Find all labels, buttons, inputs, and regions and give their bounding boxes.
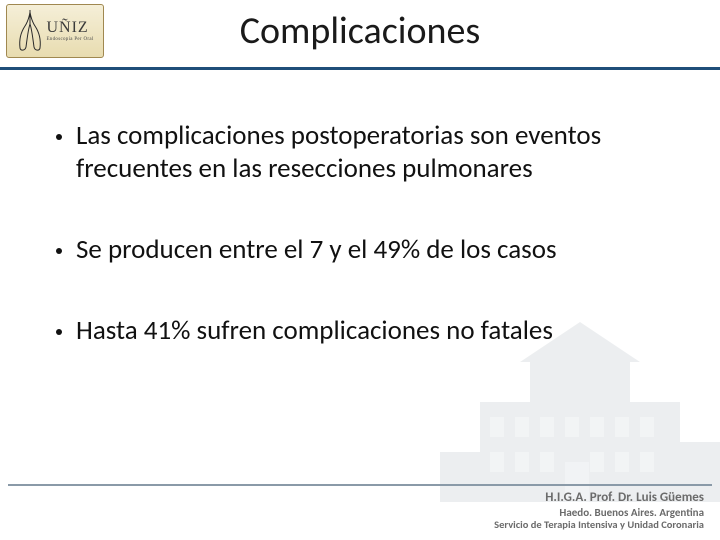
footer-divider — [8, 484, 712, 486]
bullet-icon — [56, 248, 62, 254]
slide-title: Complicaciones — [0, 8, 720, 54]
footer-department: Servicio de Terapia Intensiva y Unidad C… — [494, 519, 704, 532]
bullet-text: Se producen entre el 7 y el 49% de los c… — [76, 234, 670, 267]
bullet-icon — [56, 329, 62, 335]
slide-footer: H.I.G.A. Prof. Dr. Luis Güemes Haedo. Bu… — [0, 484, 720, 540]
bullet-text: Las complicaciones postoperatorias son e… — [76, 120, 670, 186]
bullet-text: Hasta 41% sufren complicaciones no fatal… — [76, 315, 670, 348]
bullet-icon — [56, 134, 62, 140]
slide-body: Las complicaciones postoperatorias son e… — [0, 70, 720, 348]
list-item: Las complicaciones postoperatorias son e… — [56, 120, 670, 186]
list-item: Se producen entre el 7 y el 49% de los c… — [56, 234, 670, 267]
list-item: Hasta 41% sufren complicaciones no fatal… — [56, 315, 670, 348]
slide-header: UÑIZ Endoscopía Per Oral Complicaciones — [0, 0, 720, 70]
footer-location: Haedo. Buenos Aires. Argentina — [494, 506, 704, 519]
footer-text-block: H.I.G.A. Prof. Dr. Luis Güemes Haedo. Bu… — [494, 490, 704, 531]
footer-institution: H.I.G.A. Prof. Dr. Luis Güemes — [494, 490, 704, 506]
